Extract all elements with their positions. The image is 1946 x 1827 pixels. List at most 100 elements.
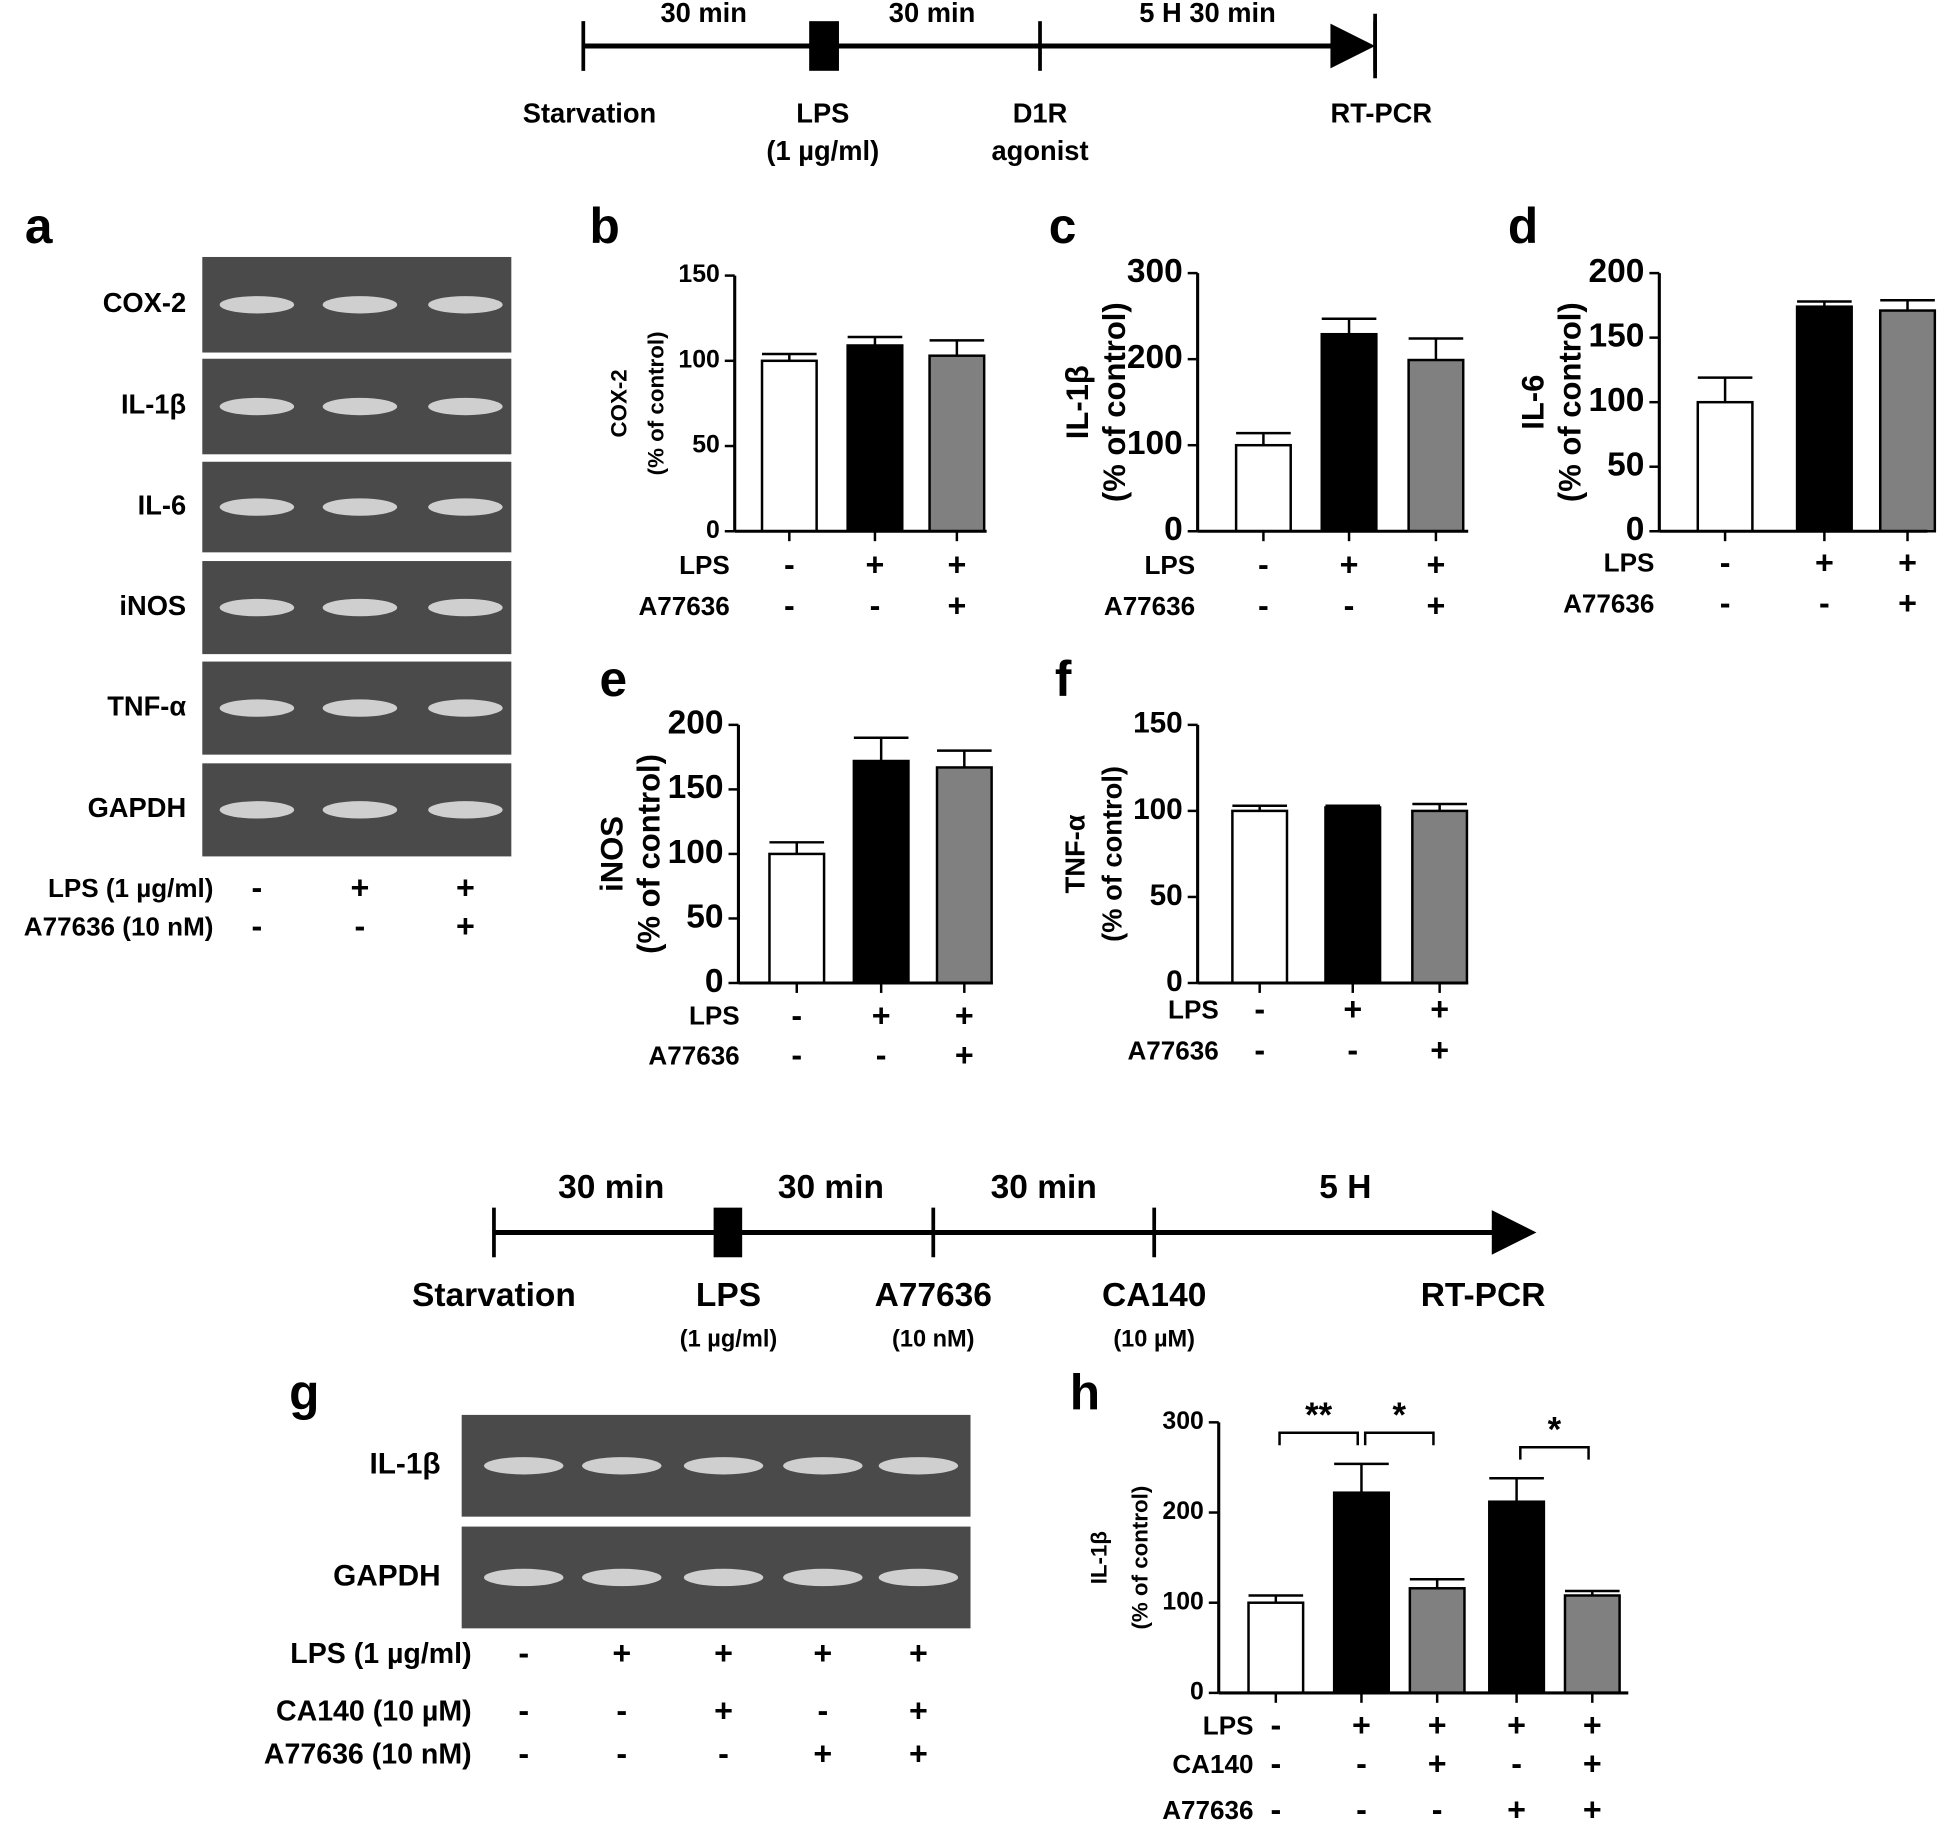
gel-band <box>219 397 295 416</box>
gel-band <box>582 1568 662 1587</box>
timeline-duration: 30 min <box>660 0 746 28</box>
condition-label: A77636 <box>1162 1795 1253 1825</box>
gel-band <box>428 498 503 516</box>
y-tick-label: 50 <box>692 432 720 459</box>
condition-sign: - <box>1720 544 1731 580</box>
gel-band-label: IL-1β <box>121 389 186 420</box>
panel-letter: g <box>289 1364 319 1420</box>
condition-sign: - <box>518 1736 529 1772</box>
condition-sign: - <box>1254 991 1265 1027</box>
condition-label: A77636 <box>1127 1035 1218 1065</box>
gel-band <box>428 296 503 314</box>
condition-label: A77636 <box>1563 589 1654 619</box>
condition-sign: - <box>1356 1746 1367 1782</box>
condition-sign: + <box>1583 1707 1602 1743</box>
condition-sign: - <box>1356 1792 1367 1827</box>
bar <box>1320 332 1378 533</box>
condition-sign: + <box>1815 544 1834 580</box>
condition-sign: - <box>1347 1032 1358 1068</box>
condition-sign: - <box>1511 1746 1522 1782</box>
condition-sign: + <box>456 869 475 905</box>
y-tick-label: 200 <box>1127 339 1183 376</box>
y-tick-label: 300 <box>1162 1408 1203 1435</box>
gel-band <box>428 699 503 717</box>
significance-bracket <box>1278 1431 1359 1446</box>
condition-sign: + <box>1428 1746 1447 1782</box>
condition-sign: + <box>866 547 885 583</box>
y-axis-label-note: (% of control) <box>632 754 667 954</box>
gel-band <box>484 1568 564 1587</box>
gel-band-label: GAPDH <box>333 1559 441 1592</box>
timeline-event-sub: agonist <box>991 135 1088 166</box>
significance-label: * <box>1393 1397 1407 1435</box>
condition-sign: + <box>1898 585 1917 621</box>
gel-band <box>219 699 295 717</box>
condition-sign: + <box>612 1635 631 1671</box>
gel-band <box>582 1457 662 1475</box>
condition-sign: - <box>518 1692 529 1728</box>
timeline-arrow <box>1330 23 1376 69</box>
gel-band <box>322 801 398 819</box>
condition-sign: + <box>1583 1792 1602 1827</box>
timeline-event: LPS <box>696 1277 761 1314</box>
condition-label: LPS <box>689 1001 740 1031</box>
y-axis-label: COX-2 <box>606 369 631 437</box>
condition-sign: - <box>1254 1032 1265 1068</box>
condition-sign: - <box>616 1736 627 1772</box>
significance-bracket <box>1363 1431 1435 1446</box>
condition-sign: - <box>355 908 366 944</box>
bar <box>1488 1500 1546 1695</box>
gel-band <box>322 397 398 416</box>
y-tick-label: 300 <box>1127 253 1183 290</box>
gel-band-label: GAPDH <box>88 792 187 823</box>
condition-sign: + <box>1428 1707 1447 1743</box>
gel-band <box>219 801 295 819</box>
bar <box>852 759 910 985</box>
gel-band <box>322 296 398 314</box>
timeline-event: A77636 <box>875 1277 992 1314</box>
timeline-block <box>713 1207 743 1258</box>
condition-sign: + <box>1426 588 1445 624</box>
condition-sign: + <box>909 1635 928 1671</box>
gel-band-label: COX-2 <box>103 287 186 318</box>
panel-letter: h <box>1070 1364 1100 1420</box>
timeline-duration: 5 H 30 min <box>1139 0 1276 28</box>
condition-label: LPS <box>1203 1711 1254 1741</box>
condition-sign: - <box>1270 1792 1281 1827</box>
bar <box>846 344 904 533</box>
y-tick-label: 50 <box>1150 879 1183 912</box>
condition-sign: + <box>1898 544 1917 580</box>
gel-band <box>428 801 503 819</box>
condition-label: A77636 (10 nM) <box>264 1739 472 1771</box>
condition-sign: + <box>350 869 369 905</box>
gel-band <box>219 296 295 314</box>
bar <box>1411 809 1469 985</box>
condition-sign: - <box>252 869 263 905</box>
y-tick-label: 100 <box>1133 793 1183 826</box>
bar <box>928 354 986 533</box>
condition-sign: - <box>784 547 795 583</box>
bar <box>1234 443 1292 533</box>
condition-sign: - <box>870 588 881 624</box>
gel-band <box>219 598 295 617</box>
panel-letter: c <box>1049 198 1077 254</box>
condition-sign: - <box>1270 1707 1281 1743</box>
bar <box>1408 1587 1466 1695</box>
condition-sign: - <box>1344 588 1355 624</box>
gel-band <box>783 1457 863 1475</box>
gel-band <box>322 598 398 617</box>
timeline-duration: 5 H <box>1319 1169 1371 1206</box>
y-tick-label: 150 <box>1133 707 1183 740</box>
condition-sign: + <box>1352 1707 1371 1743</box>
y-tick-label: 100 <box>1162 1588 1203 1615</box>
y-tick-label: 200 <box>668 705 724 742</box>
significance-label: ** <box>1305 1397 1333 1435</box>
gel-band <box>322 699 398 717</box>
condition-sign: + <box>1340 547 1359 583</box>
y-tick-label: 50 <box>686 898 723 935</box>
condition-label: A77636 (10 nM) <box>24 911 214 941</box>
condition-sign: - <box>1258 547 1269 583</box>
y-tick-label: 100 <box>1589 382 1645 419</box>
condition-sign: - <box>616 1692 627 1728</box>
